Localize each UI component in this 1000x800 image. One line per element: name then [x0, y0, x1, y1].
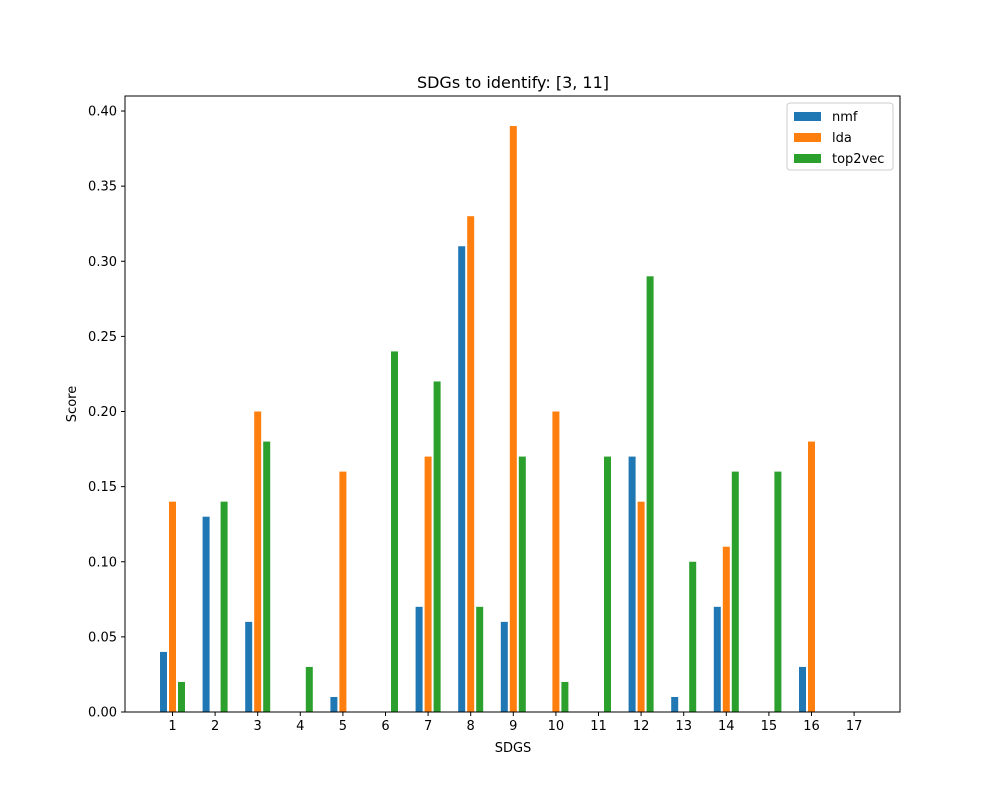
bar-nmf-3 — [245, 621, 253, 712]
chart-title: SDGs to identify: [3, 11] — [417, 73, 609, 92]
legend-swatch-nmf — [794, 112, 821, 121]
y-tick-label: 0.30 — [88, 255, 117, 270]
bar-nmf-12 — [628, 456, 636, 712]
bar-nmf-2 — [202, 516, 210, 712]
x-tick-label: 16 — [803, 719, 820, 734]
y-axis: 0.00 0.05 0.10 0.15 0.20 0.25 0.30 0.35 0.40 — [88, 105, 125, 721]
x-tick-label: 8 — [467, 719, 475, 734]
bar-lda-12 — [637, 501, 645, 712]
bar-nmf-9 — [500, 621, 508, 712]
bar-nmf-5 — [330, 696, 338, 712]
bar-nmf-13 — [671, 696, 679, 712]
x-tick-label: 17 — [846, 719, 863, 734]
plot-area-frame — [124, 95, 901, 713]
x-tick-label: 2 — [211, 719, 219, 734]
y-tick-label: 0.25 — [88, 330, 117, 345]
legend-label-top2vec: top2vec — [832, 152, 884, 167]
x-tick-label: 5 — [339, 719, 347, 734]
x-tick-label: 6 — [381, 719, 389, 734]
bar-top2vec-4 — [305, 666, 313, 712]
legend-swatch-top2vec — [794, 154, 821, 163]
bar-nmf-14 — [713, 606, 721, 712]
y-tick-label: 0.40 — [88, 105, 117, 120]
x-axis: 1 2 3 4 5 6 7 8 9 10 11 12 13 14 15 16 17 — [168, 712, 862, 734]
legend-swatch-lda — [794, 133, 821, 142]
x-tick-label: 4 — [296, 719, 304, 734]
bar-top2vec-3 — [263, 441, 271, 712]
bar-lda-1 — [169, 501, 176, 712]
bar-lda-10 — [552, 411, 560, 712]
bar-top2vec-10 — [561, 681, 569, 712]
bar-top2vec-7 — [433, 381, 441, 712]
x-tick-label: 13 — [675, 719, 692, 734]
x-tick-label: 12 — [633, 719, 650, 734]
x-tick-label: 3 — [254, 719, 262, 734]
x-tick-label: 14 — [718, 719, 735, 734]
y-tick-label: 0.15 — [88, 480, 117, 495]
x-tick-label: 7 — [424, 719, 432, 734]
x-tick-label: 1 — [168, 719, 176, 734]
bar-lda-8 — [467, 216, 475, 712]
bar-nmf-1 — [160, 651, 167, 712]
bar-top2vec-2 — [220, 501, 228, 712]
y-tick-label: 0.00 — [88, 706, 117, 721]
x-tick-label: 9 — [509, 719, 517, 734]
bar-nmf-16 — [799, 666, 806, 712]
y-tick-label: 0.10 — [88, 555, 117, 570]
bar-lda-5 — [339, 471, 347, 712]
bar-top2vec-11 — [604, 456, 611, 712]
bar-lda-14 — [722, 546, 730, 712]
bar-top2vec-15 — [774, 471, 782, 712]
bar-top2vec-1 — [178, 681, 185, 712]
bar-nmf-7 — [415, 606, 423, 712]
legend-label-lda: lda — [832, 131, 852, 146]
x-tick-label: 10 — [548, 719, 565, 734]
legend-label-nmf: nmf — [832, 110, 858, 125]
bar-lda-7 — [424, 456, 432, 712]
bar-top2vec-6 — [391, 351, 398, 712]
bar-lda-16 — [808, 441, 815, 712]
bar-top2vec-14 — [731, 471, 739, 712]
y-tick-label: 0.35 — [88, 180, 117, 195]
x-tick-label: 15 — [761, 719, 778, 734]
bar-nmf-8 — [458, 246, 466, 712]
x-axis-label: SDGS — [495, 741, 532, 756]
x-tick-label: 11 — [590, 719, 607, 734]
bar-lda-9 — [509, 126, 517, 713]
y-tick-label: 0.20 — [88, 405, 117, 420]
bar-top2vec-13 — [689, 561, 697, 712]
bars-group — [160, 126, 815, 713]
bar-top2vec-12 — [646, 276, 654, 712]
bar-top2vec-9 — [518, 456, 526, 712]
y-axis-label: Score — [65, 386, 80, 422]
bar-lda-3 — [254, 411, 262, 712]
legend: nmf lda top2vec — [786, 102, 894, 171]
bar-top2vec-8 — [476, 606, 484, 712]
y-tick-label: 0.05 — [88, 630, 117, 645]
